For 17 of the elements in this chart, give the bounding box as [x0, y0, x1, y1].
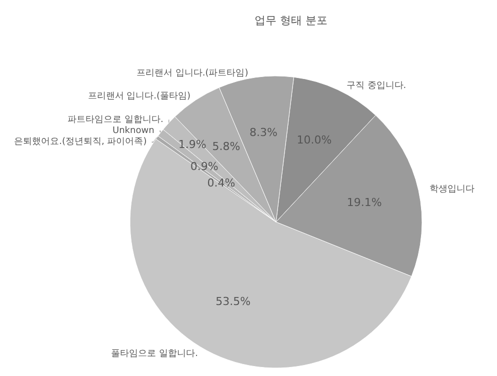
data-label: 10.0%	[296, 133, 332, 146]
slice-label: 프리랜서 입니다.(파트타임)	[136, 68, 248, 78]
data-label: 8.3%	[249, 126, 278, 139]
slice-label: 구직 중입니다.	[346, 81, 406, 92]
slice-label: 프리랜서 입니다.(풀타임)	[88, 92, 191, 102]
chart-title: 업무 형태 분포	[254, 14, 328, 27]
slice-label: 학생입니다	[429, 184, 474, 194]
data-label: 53.5%	[216, 295, 251, 308]
slice-label: 풀타임으로 일합니다.	[111, 349, 198, 360]
slice-label: 은퇴했어요.(정년퇴직, 파이어족)	[14, 137, 147, 148]
data-label: 19.1%	[346, 196, 382, 209]
data-label: 0.4%	[207, 176, 236, 190]
data-label: 1.9%	[178, 138, 206, 152]
data-label: 0.9%	[190, 160, 218, 174]
data-label: 5.8%	[212, 140, 240, 153]
slice-label: 파트타임으로 일합니다.	[68, 115, 164, 126]
slice-label: Unknown	[112, 126, 154, 136]
